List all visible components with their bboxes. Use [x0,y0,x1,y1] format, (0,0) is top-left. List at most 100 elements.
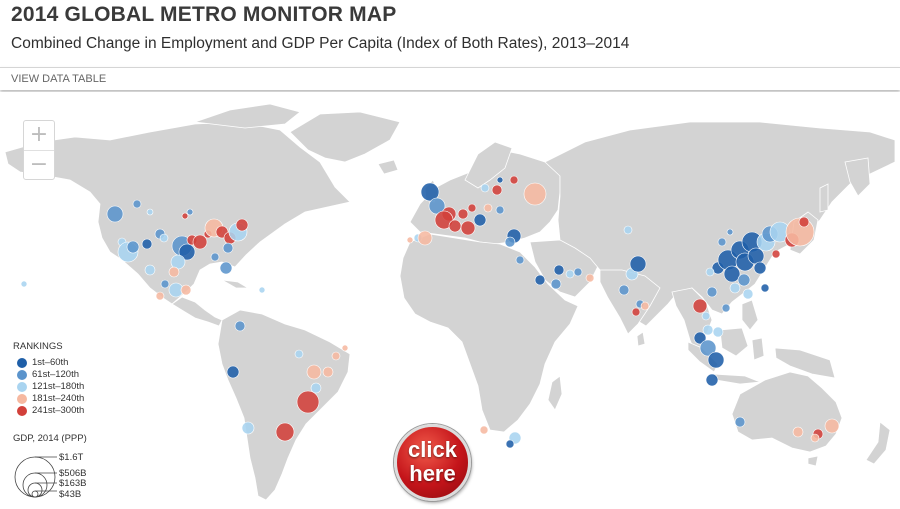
metro-bubble[interactable] [505,439,515,449]
metro-bubble[interactable] [178,243,196,261]
metro-bubble[interactable] [132,199,142,209]
metro-bubble[interactable] [760,283,770,293]
metro-bubble[interactable] [180,284,192,296]
metro-bubble[interactable] [160,279,170,289]
metro-bubble[interactable] [480,183,490,193]
metro-bubble[interactable] [629,255,647,273]
metro-bubble[interactable] [186,208,194,216]
metro-bubble[interactable] [234,320,246,332]
metro-bubble[interactable] [496,176,504,184]
metro-bubble[interactable] [144,264,156,276]
metro-bubble[interactable] [473,213,487,227]
landmass-south-america [217,309,351,501]
metro-bubble[interactable] [434,210,454,230]
world-map[interactable] [0,92,900,506]
metro-bubble[interactable] [226,365,240,379]
metro-bubble[interactable] [457,208,469,220]
metro-bubble[interactable] [491,184,503,196]
metro-bubble[interactable] [460,220,476,236]
metro-bubble[interactable] [717,237,727,247]
metro-bubble[interactable] [296,390,320,414]
metro-bubble[interactable] [181,212,189,220]
click-here-button[interactable]: click here [394,424,471,501]
metro-bubble[interactable] [702,324,714,336]
metro-bubble[interactable] [448,219,462,233]
metro-bubble[interactable] [747,247,765,265]
metro-bubble[interactable] [705,373,719,387]
metro-bubble[interactable] [771,249,781,259]
metro-bubble[interactable] [235,218,249,232]
metro-bubble[interactable] [693,331,707,345]
landmass-africa [399,233,579,433]
metro-bubble[interactable] [294,349,304,359]
metro-bubble[interactable] [192,234,208,250]
metro-bubble[interactable] [219,261,233,275]
metro-bubble[interactable] [479,425,489,435]
metro-bubble[interactable] [495,205,505,215]
metro-bubble[interactable] [168,266,180,278]
metro-bubble[interactable] [322,366,334,378]
metro-bubble[interactable] [141,238,153,250]
metro-bubble[interactable] [417,230,433,246]
metro-bubble[interactable] [258,286,266,294]
gdp-label-3: $163B [59,478,86,489]
metro-bubble[interactable] [504,236,516,248]
metro-bubble[interactable] [721,303,731,313]
zoom-in-button[interactable]: + [29,122,49,147]
metro-bubble[interactable] [692,298,708,314]
metro-bubble[interactable] [737,273,751,287]
zoom-out-button[interactable]: − [24,150,54,180]
metro-bubble[interactable] [792,426,804,438]
metro-bubble[interactable] [699,339,717,357]
metro-bubble[interactable] [712,326,724,338]
metro-bubble[interactable] [706,286,718,298]
metro-bubble[interactable] [729,282,741,294]
metro-bubble[interactable] [810,433,820,443]
metro-bubble[interactable] [701,311,711,321]
metro-bubble[interactable] [310,382,322,394]
metro-bubble[interactable] [585,273,595,283]
metro-bubble[interactable] [723,265,741,283]
metro-bubble[interactable] [331,351,341,361]
metro-bubble[interactable] [20,280,28,288]
metro-bubble[interactable] [707,351,725,369]
metro-bubble[interactable] [618,284,630,296]
metro-bubble[interactable] [705,267,715,277]
metro-bubble[interactable] [553,264,565,276]
metro-bubble[interactable] [509,175,519,185]
metro-bubble[interactable] [146,208,154,216]
metro-bubble[interactable] [534,274,546,286]
metro-bubble[interactable] [483,203,493,213]
metro-bubble[interactable] [275,422,295,442]
metro-bubble[interactable] [155,291,165,301]
landmass-caribbean [221,279,250,289]
metro-bubble[interactable] [210,252,220,262]
metro-bubble[interactable] [573,267,583,277]
metro-bubble[interactable] [241,421,255,435]
metro-bubble[interactable] [631,307,641,317]
metro-bubble[interactable] [640,301,650,311]
metro-bubble[interactable] [623,225,633,235]
map-area[interactable]: + − [0,92,900,506]
metro-bubble[interactable] [753,261,767,275]
metro-bubble[interactable] [523,182,547,206]
metro-bubble[interactable] [467,203,477,213]
view-data-table-link[interactable]: VIEW DATA TABLE [11,73,107,85]
metro-bubble[interactable] [106,205,124,223]
metro-bubble[interactable] [734,416,746,428]
metro-bubble[interactable] [306,364,322,380]
metro-bubble[interactable] [565,269,575,279]
metro-bubble[interactable] [824,418,840,434]
metro-bubble[interactable] [798,216,810,228]
zoom-controls: + − [23,120,55,180]
metro-bubble[interactable] [420,182,440,202]
metro-bubble[interactable] [341,344,349,352]
metro-bubble[interactable] [742,288,754,300]
metro-bubble[interactable] [726,228,734,236]
metro-bubble[interactable] [126,240,140,254]
metro-bubble[interactable] [222,242,234,254]
metro-bubble[interactable] [550,278,562,290]
metro-bubble[interactable] [515,255,525,265]
metro-bubble[interactable] [159,233,169,243]
metro-bubble[interactable] [406,236,414,244]
